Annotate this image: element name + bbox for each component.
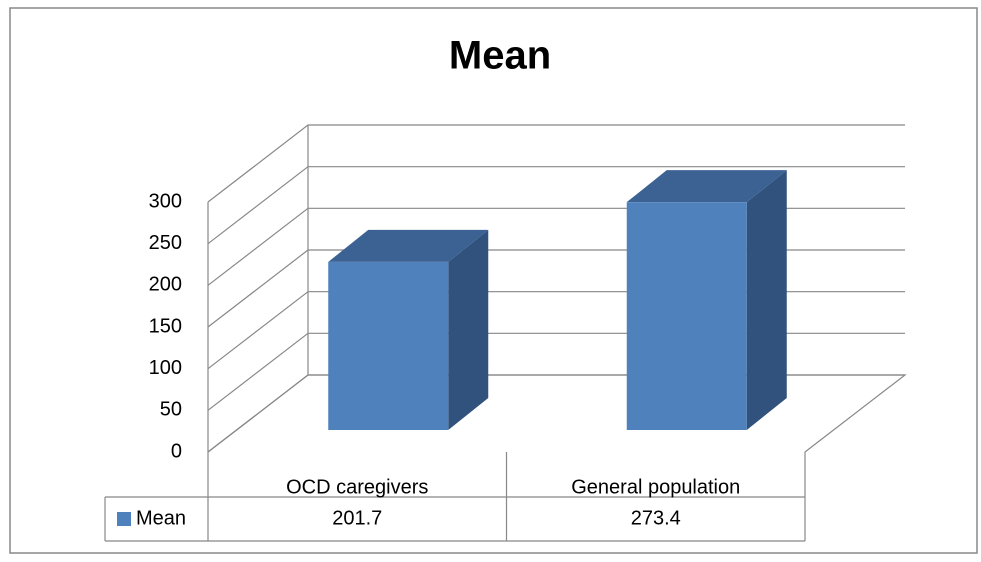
bar <box>626 202 747 430</box>
bar-top <box>328 229 489 262</box>
data-table-value: 201.7 <box>332 507 382 529</box>
bar <box>328 261 449 430</box>
legend-label: Mean <box>136 507 186 529</box>
bar-top <box>626 170 787 203</box>
x-tick-label: OCD caregivers <box>286 476 428 498</box>
grid-line <box>207 166 905 245</box>
legend-swatch <box>117 512 131 526</box>
grid-line <box>207 124 905 203</box>
y-tick-label: 250 <box>149 232 182 254</box>
bar-side <box>746 170 787 430</box>
y-tick-label: 200 <box>149 274 182 296</box>
chart-border <box>9 7 978 554</box>
y-tick-label: 50 <box>160 399 182 421</box>
y-tick-label: 100 <box>149 357 182 379</box>
y-tick-label: 0 <box>171 440 182 462</box>
data-table-value: 273.4 <box>631 507 681 529</box>
x-tick-label: General population <box>571 476 740 498</box>
y-tick-label: 150 <box>149 315 182 337</box>
y-tick-label: 300 <box>149 190 182 212</box>
chart-title: Mean <box>449 34 551 78</box>
bar-side <box>448 229 489 430</box>
